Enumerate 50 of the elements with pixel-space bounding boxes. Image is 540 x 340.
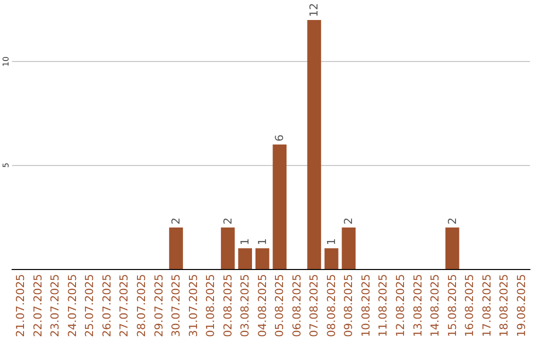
- x-tick-label: 06.08.2025: [290, 274, 304, 337]
- x-tick-label: 09.08.2025: [342, 274, 356, 337]
- x-tick-label: 30.07.2025: [170, 274, 183, 337]
- x-tick-label: 05.08.2025: [273, 274, 286, 337]
- x-tick-label: 27.07.2025: [118, 274, 131, 337]
- x-tick-label: 15.08.2025: [446, 274, 459, 337]
- x-tick-label: 29.07.2025: [152, 274, 166, 337]
- bar: [238, 248, 252, 269]
- x-tick-label: 18.08.2025: [498, 274, 511, 337]
- x-tick-label: 02.08.2025: [221, 274, 234, 337]
- x-tick-label: 25.07.2025: [83, 274, 96, 337]
- bar: [307, 20, 322, 269]
- data-label: 2: [446, 218, 459, 224]
- data-label: 1: [324, 238, 338, 246]
- data-label: 2: [221, 218, 234, 224]
- bar: [445, 228, 460, 269]
- x-tick-label: 01.08.2025: [204, 274, 218, 337]
- x-tick-label: 11.08.2025: [376, 274, 390, 337]
- x-tick-label: 08.08.2025: [324, 274, 338, 337]
- x-tick-label: 10.08.2025: [359, 274, 372, 337]
- bar: [324, 248, 338, 269]
- data-label: 6: [273, 134, 286, 142]
- x-tick-label: 26.07.2025: [100, 274, 114, 337]
- x-tick-label: 31.07.2025: [186, 274, 200, 337]
- y-tick-label: 10: [2, 56, 10, 67]
- data-label: 2: [170, 218, 183, 224]
- y-tick-label: 5: [2, 162, 10, 168]
- bar: [272, 144, 287, 269]
- x-tick-label: 13.08.2025: [411, 274, 424, 337]
- x-tick-label: 16.08.2025: [463, 274, 476, 337]
- x-tick-label: 03.08.2025: [238, 274, 252, 337]
- x-tick-label: 19.08.2025: [514, 274, 528, 337]
- x-tick-label: 04.08.2025: [256, 274, 269, 337]
- bar: [342, 228, 356, 269]
- bar: [169, 228, 183, 269]
- x-tick-label: 22.07.2025: [31, 274, 44, 337]
- bar: [220, 228, 235, 269]
- x-tick-label: 28.07.2025: [135, 274, 148, 337]
- data-label: 12: [308, 3, 321, 17]
- bar: [255, 248, 270, 269]
- x-tick-label: 12.08.2025: [394, 274, 407, 337]
- data-label: 1: [238, 238, 252, 246]
- data-label: 2: [342, 218, 356, 224]
- data-label: 1: [256, 238, 269, 246]
- x-tick-label: 07.08.2025: [308, 274, 321, 337]
- x-tick-label: 24.07.2025: [66, 274, 79, 337]
- x-tick-label: 21.07.2025: [14, 274, 28, 337]
- x-tick-label: 14.08.2025: [428, 274, 442, 337]
- x-tick-label: 17.08.2025: [480, 274, 494, 337]
- x-tick-label: 23.07.2025: [48, 274, 62, 337]
